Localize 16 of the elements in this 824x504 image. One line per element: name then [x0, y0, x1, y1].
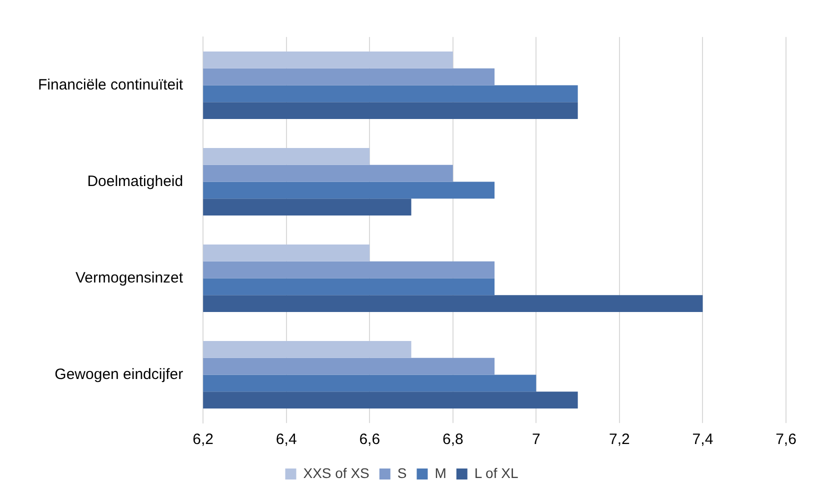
x-tick-label: 6,2 — [192, 431, 214, 448]
x-tick-label: 7,2 — [609, 431, 630, 448]
x-tick-label: 7,4 — [692, 431, 714, 448]
y-tick-label: Vermogensinzet — [76, 269, 184, 286]
x-tick-label: 7 — [532, 431, 540, 448]
legend-label: S — [397, 464, 407, 481]
x-tick-label: 7,6 — [776, 431, 796, 448]
legend-label: XXS of XS — [303, 464, 370, 481]
y-tick-label: Gewogen eindcijfer — [54, 366, 184, 383]
y-tick-label: Doelmatigheid — [87, 172, 184, 190]
y-tick-label: Financiële continuïteit — [38, 76, 184, 94]
x-tick-label: 6,6 — [359, 431, 380, 448]
legend-label: M — [434, 464, 446, 481]
x-tick-label: 6,8 — [442, 431, 464, 448]
x-tick-label: 6,4 — [276, 431, 297, 448]
legend-label: L of XL — [474, 464, 518, 481]
